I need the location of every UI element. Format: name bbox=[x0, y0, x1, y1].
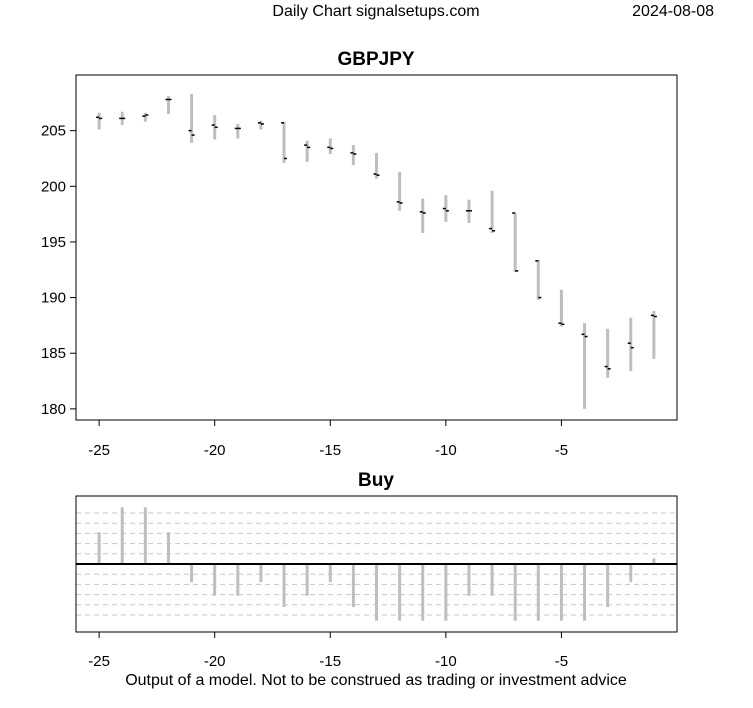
signal-x-tick-label: -5 bbox=[555, 653, 568, 670]
price-y-tick-label: 200 bbox=[41, 178, 66, 195]
header-left-text: Daily Chart signalsetups.com bbox=[272, 3, 479, 20]
price-x-tick-label: -15 bbox=[319, 442, 341, 459]
price-x-tick-label: -10 bbox=[435, 442, 457, 459]
disclaimer-text: Output of a model. Not to be construed a… bbox=[125, 672, 627, 689]
price-y-tick-label: 185 bbox=[41, 345, 66, 362]
signal-x-tick-label: -25 bbox=[88, 653, 110, 670]
signal-bars bbox=[97, 507, 656, 621]
signal-x-tick-label: -15 bbox=[319, 653, 341, 670]
price-x-tick-label: -20 bbox=[204, 442, 226, 459]
header-date: 2024-08-08 bbox=[632, 3, 714, 20]
price-axes: 180 185 190 195 200 205 -25 -20 -15 -10 -5 bbox=[41, 123, 568, 459]
price-x-tick-label: -5 bbox=[555, 442, 568, 459]
signal-x-tick-label: -20 bbox=[204, 653, 226, 670]
price-panel: GBPJPY 180 185 190 195 200 205 -25 -20 -15 -10 -5 bbox=[41, 49, 678, 459]
signal-axes: -25 -20 -15 -10 -5 bbox=[88, 632, 568, 670]
price-bars bbox=[96, 93, 657, 409]
signal-plot-frame bbox=[75, 495, 678, 633]
signal-chart-title: Buy bbox=[358, 470, 394, 491]
signal-panel: Buy -25 -20 -15 -10 -5 bbox=[75, 470, 678, 670]
price-y-tick-label: 205 bbox=[41, 123, 66, 140]
price-y-tick-label: 195 bbox=[41, 234, 66, 251]
price-x-tick-label: -25 bbox=[88, 442, 110, 459]
price-y-tick-label: 190 bbox=[41, 290, 66, 307]
price-y-tick-label: 180 bbox=[41, 401, 66, 418]
price-plot-frame bbox=[75, 74, 678, 421]
signal-x-tick-label: -10 bbox=[435, 653, 457, 670]
price-chart-title: GBPJPY bbox=[337, 49, 414, 70]
